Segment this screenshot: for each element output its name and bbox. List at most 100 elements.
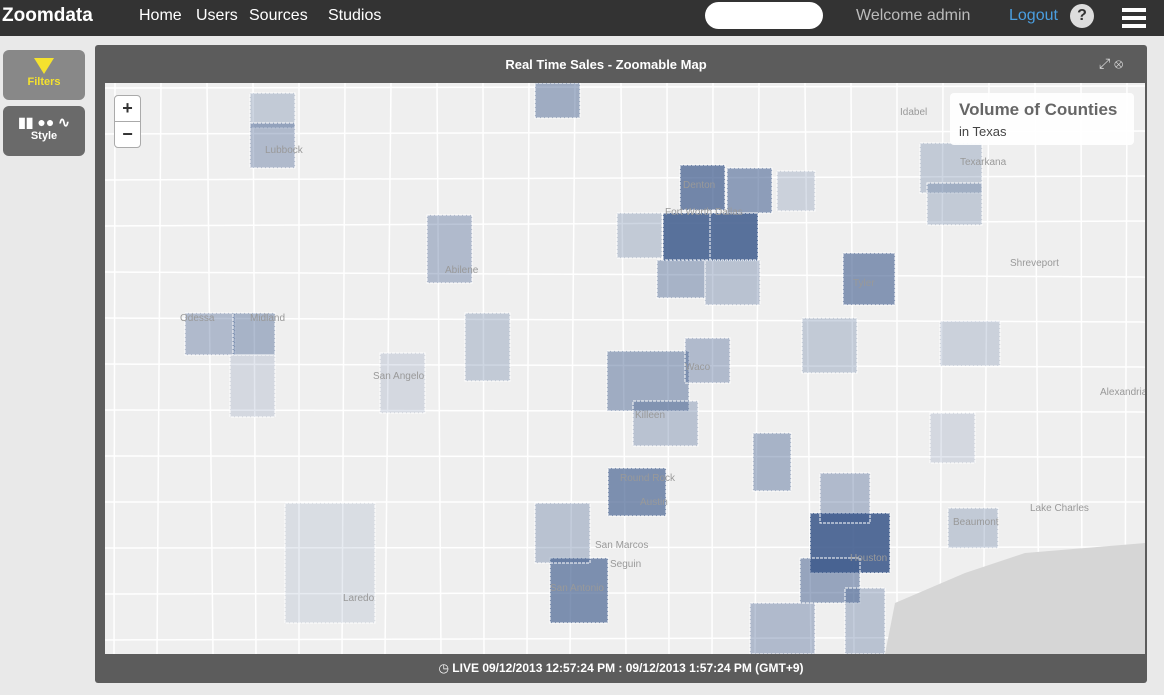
live-label: LIVE [452,661,479,675]
county [284,502,376,624]
county-border [156,83,162,654]
map-label: Round Rock [620,473,676,484]
panel-title: Real Time Sales - Zoomable Map [505,57,707,72]
map-label: Texarkana [960,157,1007,168]
map-label: Killeen [635,410,665,421]
map-label: Dallas [715,207,743,218]
county-border [105,455,1145,458]
map-label: Seguin [610,559,641,570]
county [656,259,706,299]
county-border [105,546,1145,549]
county [947,507,999,549]
county-border [113,83,116,654]
map-label: Denton [683,180,715,191]
map-label: Lubbock [265,145,304,156]
county [749,602,816,654]
help[interactable]: ? [1070,4,1094,28]
county [939,320,1001,367]
county [464,312,511,382]
nav-users[interactable]: Users [196,7,238,24]
county [929,412,976,464]
county-border [105,85,1145,89]
county [801,317,858,374]
county [704,259,761,306]
nav-studios[interactable]: Studios [328,7,382,24]
map-label: Laredo [343,593,375,604]
county [632,400,699,447]
county [662,212,711,262]
county [709,212,759,262]
county [607,467,667,517]
map-label: Fort Worth [665,207,712,218]
map-label: San Antonio [550,583,604,594]
county [616,212,663,259]
panel-footer: ◷ LIVE 09/12/2013 12:57:24 PM : 09/12/20… [438,661,804,675]
county [776,170,816,212]
search-box[interactable] [705,2,823,29]
top-bar: Zoomdata Home Users Sources Studios Welc… [0,0,1164,36]
gulf [885,543,1145,654]
county-border [939,83,944,654]
nav-home[interactable]: Home [139,7,182,24]
brand[interactable]: Zoomdata [2,5,93,26]
county [819,472,871,524]
county-border [105,175,1145,181]
welcome: Welcome admin [856,7,971,24]
county-border [982,83,990,654]
county [549,557,609,624]
county-border [341,83,346,654]
county [426,214,473,284]
map-label: Austin [640,497,668,508]
map-label: Waco [685,362,711,373]
county [249,92,296,129]
map-label: Midland [250,313,285,324]
county [919,142,983,194]
filters-button[interactable]: Filters [3,50,85,100]
county-border [252,83,257,654]
map-label: Tyler [853,278,875,289]
county [534,502,591,564]
county [229,354,276,418]
county-border [206,83,214,654]
zoom-in[interactable]: + [114,95,141,122]
county [752,432,792,492]
map-label: Alexandria [1100,387,1145,398]
logout[interactable]: Logout [1009,7,1058,24]
county-border [105,317,1145,323]
county [684,337,731,384]
county [844,587,886,654]
legend-title: Volume of Counties [959,100,1118,119]
map-label: Idabel [900,107,927,118]
legend-subtitle: in Texas [959,124,1007,139]
time-range: 09/12/2013 12:57:24 PM : 09/12/2013 1:57… [482,661,804,675]
nav-sources[interactable]: Sources [249,7,308,24]
map-label: Odessa [180,313,215,324]
style-label: Style [30,130,58,142]
map-label: Abilene [445,265,479,276]
county-border [105,220,1145,227]
county [842,252,896,306]
county [679,164,726,211]
panel-controls[interactable]: ⤢ ⊗ [1099,55,1124,71]
map[interactable]: Lubbock Idabel Texarkana Denton Fort Worth Da… [105,83,1145,654]
map-label: Beaumont [953,517,999,528]
map-label: San Marcos [595,540,648,551]
map-label: Shreveport [1010,258,1059,269]
county [799,557,861,604]
county [534,83,581,119]
county-border [105,271,1145,278]
legend: Volume of Counties in Texas [950,93,1134,145]
map-label: Lake Charles [1030,503,1089,514]
map-label: Houston [850,553,887,564]
county [232,312,276,356]
county [379,352,426,414]
county [926,182,983,226]
map-label: San Angelo [373,371,425,382]
style-button[interactable]: ▮▮ ●● ∿ Style [3,106,85,156]
filters-label: Filters [27,76,61,88]
county [249,122,296,169]
zoom-out[interactable]: − [114,121,141,148]
county [184,312,236,356]
menu-icon[interactable] [1122,8,1146,28]
